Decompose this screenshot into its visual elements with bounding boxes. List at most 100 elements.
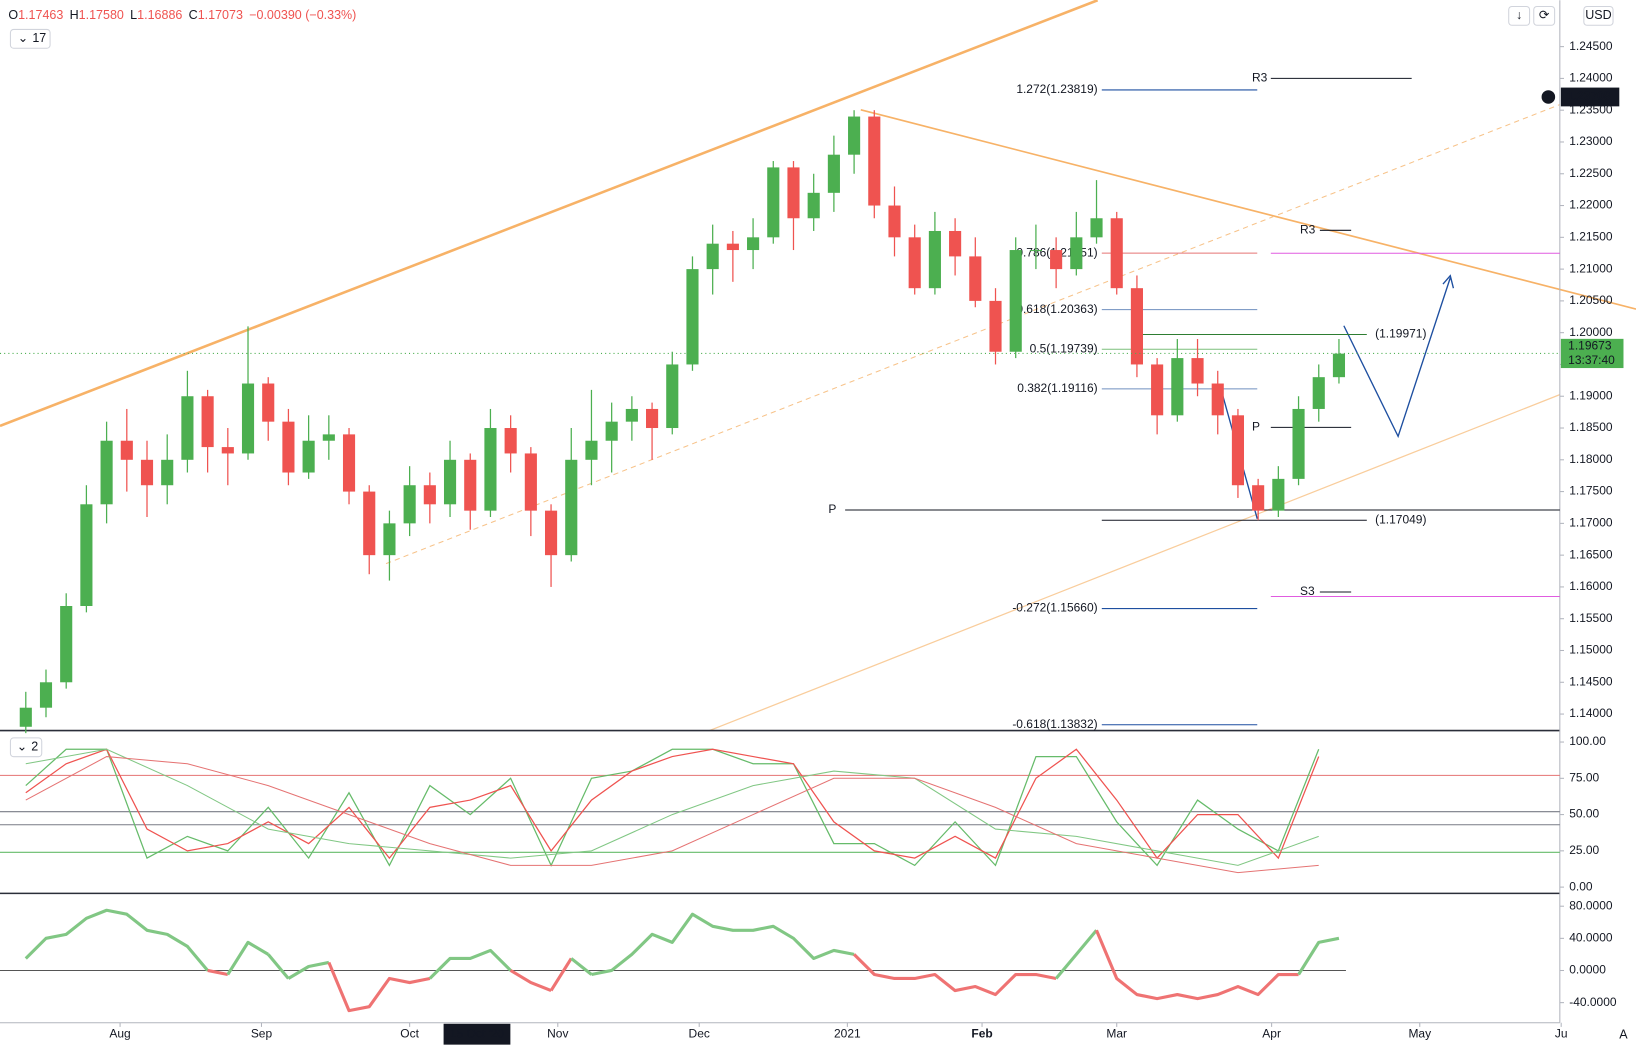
- candle-body: [787, 167, 800, 219]
- x-tick-label: Sep: [251, 1026, 273, 1040]
- candle-body: [464, 459, 477, 511]
- momentum-line: [24, 908, 209, 972]
- momentum-line: [570, 957, 593, 976]
- candle-body: [868, 116, 881, 206]
- x-tick-label: Oct: [400, 1026, 419, 1040]
- candle-body: [342, 434, 356, 492]
- ohlc-legend: O1.17463 H1.17580 L1.16886 C1.17073 −0.00390…: [8, 8, 356, 22]
- swing-label: (1.17049): [1375, 512, 1426, 526]
- y-tick-label: 1.14500: [1569, 674, 1613, 688]
- y-tick-label: 1.24000: [1569, 71, 1613, 85]
- candle-body: [686, 269, 699, 365]
- candle-body: [544, 510, 558, 556]
- auto-scale-button[interactable]: [1615, 1026, 1632, 1044]
- candle-body: [1332, 353, 1346, 378]
- y-tick-label: 1.23000: [1569, 134, 1613, 148]
- y-tick-label: 1.18000: [1569, 452, 1613, 466]
- chevron: ⌄: [18, 31, 28, 45]
- y-tick-label: 1.21500: [1569, 229, 1613, 243]
- y-tick-label: 0.0000: [1569, 963, 1606, 977]
- icon: ⟳: [1539, 8, 1550, 22]
- candle-body: [1151, 364, 1164, 416]
- ohlc-value: 1.17463: [18, 8, 63, 22]
- ohlc-key: O: [8, 8, 18, 22]
- trend-line: [0, 0, 1099, 428]
- momentum-line: [287, 960, 330, 980]
- candle-body: [1130, 288, 1143, 365]
- candle-body: [928, 230, 941, 289]
- candle-body: [1110, 218, 1123, 289]
- y-tick-label: 1.16000: [1569, 579, 1613, 593]
- pane-indicator-count: 2: [31, 740, 38, 754]
- y-tick-label: 75.00: [1569, 770, 1599, 784]
- last-price-box: [1560, 338, 1624, 369]
- add-button[interactable]: [1540, 89, 1557, 105]
- candle-body: [625, 408, 638, 422]
- candle-body: [888, 205, 901, 238]
- x-tick-label: Nov: [547, 1026, 568, 1040]
- y-tick-label: 1.22500: [1569, 166, 1613, 180]
- auto-label: A: [1619, 1028, 1628, 1042]
- candle-body: [807, 192, 820, 219]
- indicator-toggle[interactable]: [9, 737, 43, 758]
- candle-body: [19, 707, 32, 727]
- candle-body: [322, 434, 335, 441]
- candle-body: [848, 116, 861, 155]
- candle-body: [383, 523, 396, 556]
- y-tick-label: 100.00: [1569, 734, 1606, 748]
- crosshair-price-label: 1.23708: [1567, 89, 1611, 103]
- fib-label: 0.382(1.19116): [1017, 381, 1097, 395]
- currency-button[interactable]: [1583, 5, 1614, 26]
- y-tick-label: 40.0000: [1569, 931, 1613, 945]
- countdown: 13:37:40: [1568, 353, 1615, 367]
- candle-body: [1211, 383, 1224, 416]
- crosshair-time-box: [443, 1023, 511, 1045]
- oscillator-line: [25, 756, 1319, 874]
- candle-body: [1171, 358, 1184, 416]
- ohlc-key: L: [130, 8, 137, 22]
- candle-body: [504, 428, 517, 454]
- candle-body: [140, 459, 154, 486]
- ohlc-key: C: [189, 8, 198, 22]
- candle-body: [969, 256, 982, 301]
- pivot-label: P: [1252, 420, 1260, 434]
- candle-body: [949, 230, 962, 257]
- drawings: [0, 0, 1636, 732]
- fib-label: -0.272(1.15660): [1012, 601, 1097, 615]
- candle-body: [80, 504, 93, 607]
- candle-body: [60, 606, 73, 683]
- momentum-line: [591, 912, 855, 977]
- y-tick-label: 25.00: [1569, 843, 1599, 857]
- candle-body: [484, 428, 497, 511]
- momentum-line: [327, 961, 431, 1013]
- crosshair-price-box: [1560, 87, 1620, 107]
- x-tick-label: May: [1408, 1026, 1431, 1040]
- icon: ↓: [1516, 8, 1522, 22]
- crosshair-time-label: 15 Oct '20: [450, 1026, 505, 1040]
- indicator-toggle[interactable]: [9, 28, 51, 49]
- candle-body: [39, 682, 53, 708]
- trend-line: [860, 108, 1636, 310]
- momentum-line: [1054, 929, 1098, 980]
- candle-body: [1090, 218, 1103, 238]
- download-button[interactable]: [1508, 5, 1531, 26]
- y-tick-label: 1.15000: [1569, 643, 1613, 657]
- x-tick-label: Mar: [1106, 1026, 1127, 1040]
- candle-body: [827, 154, 840, 193]
- candle-body: [1252, 485, 1265, 511]
- candle-body: [443, 459, 457, 505]
- y-tick-label: 1.24500: [1569, 39, 1613, 53]
- y-tick-label: 1.21000: [1569, 261, 1613, 275]
- refresh-button[interactable]: [1533, 5, 1556, 26]
- candle-body: [201, 396, 214, 448]
- candle-body: [706, 243, 719, 270]
- momentum-line: [1095, 929, 1299, 1001]
- swing-label: (1.19971): [1375, 327, 1426, 341]
- pivot-label: R3: [1300, 223, 1316, 237]
- momentum-line: [207, 968, 229, 977]
- candle-body: [1312, 377, 1325, 409]
- ohlc-value: 1.16886: [137, 8, 182, 22]
- y-tick-label: 1.19000: [1569, 388, 1613, 402]
